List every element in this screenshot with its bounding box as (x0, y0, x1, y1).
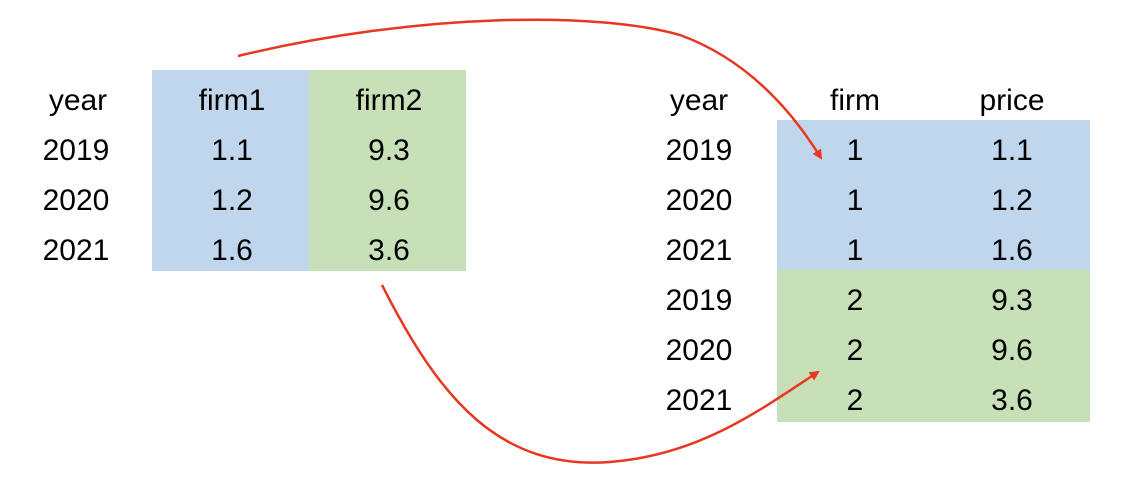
wide-cell: 1.6 (211, 234, 253, 267)
long-cell: 2 (846, 384, 864, 417)
firm1-rows-fill (777, 120, 1090, 270)
wide-header-firm1: firm1 (198, 84, 266, 117)
firm2-column-fill (309, 70, 466, 271)
wide-cell: 9.6 (368, 184, 410, 217)
wide-header-firm2: firm2 (355, 84, 423, 117)
long-header-price: price (979, 84, 1045, 117)
firm1-column-fill (152, 70, 309, 271)
arrow-firm2-to-long (380, 284, 820, 464)
wide-cell: 1.2 (211, 184, 253, 217)
long-cell: 1 (846, 184, 864, 217)
long-cell: 2 (846, 334, 864, 367)
long-cell: 2021 (665, 234, 733, 267)
long-cell: 9.3 (991, 284, 1033, 317)
wide-cell: 1.1 (211, 134, 253, 167)
long-cell: 1 (846, 134, 864, 167)
long-header-year: year (669, 84, 729, 117)
long-cell: 9.6 (991, 334, 1033, 367)
wide-cell: 3.6 (368, 234, 410, 267)
wide-cell: 9.3 (368, 134, 410, 167)
long-cell: 2021 (665, 384, 733, 417)
long-cell: 1.6 (991, 234, 1033, 267)
long-cell: 1 (846, 234, 864, 267)
long-cell: 2019 (665, 134, 733, 167)
long-cell: 2019 (665, 284, 733, 317)
long-header-firm: firm (830, 84, 880, 117)
long-cell: 1.2 (991, 184, 1033, 217)
long-cell: 2 (846, 284, 864, 317)
long-cell: 3.6 (991, 384, 1033, 417)
long-cell: 1.1 (991, 134, 1033, 167)
wide-cell: 2021 (42, 234, 110, 267)
firm2-rows-fill (777, 270, 1090, 422)
long-cell: 2020 (665, 334, 733, 367)
long-cell: 2020 (665, 184, 733, 217)
wide-header-year: year (48, 84, 108, 117)
wide-cell: 2019 (42, 134, 110, 167)
arrow-firm1-to-long (237, 18, 823, 160)
wide-cell: 2020 (42, 184, 110, 217)
